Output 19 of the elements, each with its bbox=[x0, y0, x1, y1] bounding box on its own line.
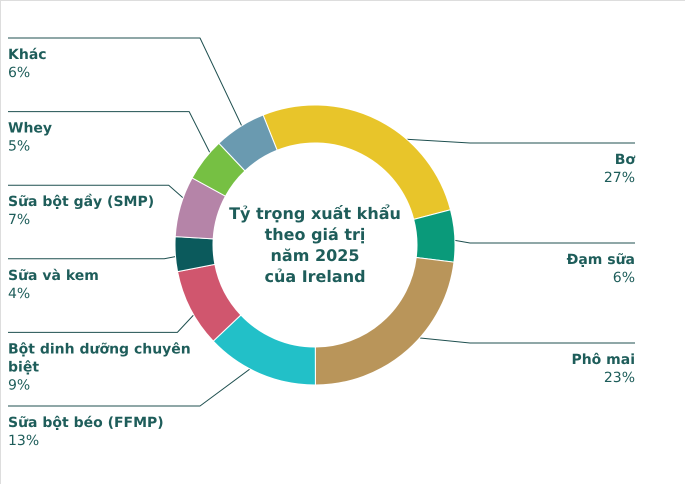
data-label: 7% bbox=[8, 212, 30, 228]
slice-label: Sữa bột gầy (SMP) bbox=[8, 193, 154, 210]
slice-label: Khác bbox=[8, 47, 47, 63]
text: Tỷ trọng xuất khẩu theo giá trị năm 2025 của Ireland bbox=[229, 204, 401, 286]
slice-label: Sữa bột béo (FFMP) bbox=[8, 415, 164, 431]
slice-label: Bột dinh dưỡng chuyên biệt bbox=[8, 341, 191, 376]
slice-label: Đạm sữa bbox=[566, 252, 635, 268]
data-label: 6% bbox=[8, 65, 30, 81]
data-label: 9% bbox=[8, 377, 30, 394]
slice-label: Sữa và kem bbox=[8, 268, 99, 284]
slice-label: Phô mai bbox=[571, 352, 635, 368]
data-label: 13% bbox=[8, 433, 40, 449]
data-label: 6% bbox=[612, 270, 635, 286]
data-label: 27% bbox=[604, 170, 635, 186]
slice-label: Whey bbox=[8, 120, 52, 137]
slice-label: Bơ bbox=[614, 152, 636, 168]
data-label: 4% bbox=[8, 286, 30, 302]
data-label: 23% bbox=[604, 370, 635, 386]
data-label: 5% bbox=[8, 138, 30, 155]
